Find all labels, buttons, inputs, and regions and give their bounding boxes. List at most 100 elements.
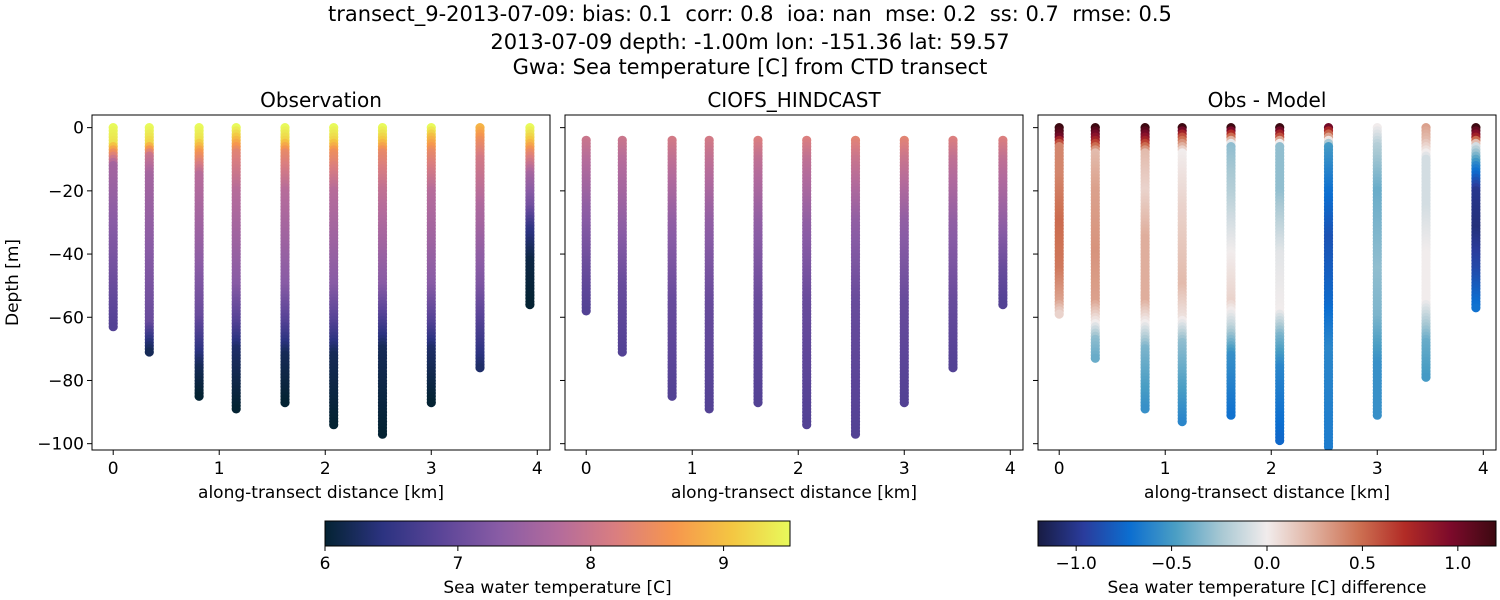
data-point <box>667 391 677 401</box>
data-point <box>802 420 812 430</box>
axes-frame <box>1037 114 1497 451</box>
profile-6 <box>802 135 812 430</box>
colorbar-tick-label: 9 <box>718 554 729 574</box>
colorbar-label: Sea water temperature [C] difference <box>1107 578 1426 598</box>
data-point <box>329 420 339 430</box>
profile-7 <box>377 123 388 439</box>
y-tick-label: 0 <box>73 119 84 139</box>
profile-8 <box>899 135 909 408</box>
data-point <box>1372 410 1382 420</box>
y-tick-label: −20 <box>48 182 84 202</box>
x-tick-label: 1 <box>214 459 225 479</box>
x-axis-label: along-transect distance [km] <box>671 483 917 503</box>
data-point <box>108 322 118 332</box>
profile-5 <box>280 123 290 408</box>
profile-7 <box>1323 123 1334 450</box>
x-tick-label: 4 <box>1478 459 1489 479</box>
profile-4 <box>231 123 241 414</box>
profile-1 <box>581 135 591 316</box>
data-point <box>899 398 909 408</box>
colorbar-label: Sea water temperature [C] <box>443 578 671 598</box>
x-tick-label: 3 <box>1372 459 1383 479</box>
panel-title: Obs - Model <box>1208 88 1327 112</box>
profile-9 <box>475 123 485 373</box>
panel-title: CIOFS_HINDCAST <box>707 88 881 112</box>
profile-10 <box>1471 123 1481 313</box>
panel-2: 0 1 2 3 4 CIOFS_HINDCAST along-transect distan… <box>560 88 1024 503</box>
colorbar-tick-label: 1.0 <box>1444 554 1471 574</box>
y-tick-label: −80 <box>48 371 84 391</box>
colorbar-tick-label: 0.5 <box>1349 554 1376 574</box>
profile-8 <box>1372 123 1382 420</box>
x-tick-label: 2 <box>793 459 804 479</box>
y-axis-label: Depth [m] <box>3 239 23 326</box>
colorbar-1: 6 7 8 9 Sea water temperature [C] <box>320 520 791 598</box>
x-tick-label: 1 <box>1160 459 1171 479</box>
panel-1: 0 1 2 3 4 0 −20 −40 −60 −80 −100 Observation along-t… <box>3 88 551 503</box>
data-point <box>998 300 1008 310</box>
data-point <box>475 363 485 373</box>
y-tick-label: −40 <box>48 245 84 265</box>
panel-3: 0 1 2 3 4 Obs - Model along-transect distance … <box>1033 88 1497 503</box>
profile-6 <box>1275 123 1285 446</box>
colorbar-tick-label: 6 <box>320 554 331 574</box>
profile-3 <box>1140 123 1150 414</box>
points-group <box>1054 123 1481 450</box>
profile-4 <box>704 135 714 414</box>
colorbar-tick-label: 0.0 <box>1253 554 1280 574</box>
points-group <box>581 135 1008 439</box>
x-axis-label: along-transect distance [km] <box>198 483 444 503</box>
data-point <box>850 429 861 439</box>
data-point <box>704 404 714 414</box>
colorbar-tick-label: −1.0 <box>1056 554 1097 574</box>
profile-7 <box>850 135 861 439</box>
profile-3 <box>667 135 677 401</box>
points-group <box>108 123 535 439</box>
x-axis-label: along-transect distance [km] <box>1144 483 1390 503</box>
profile-10 <box>525 123 535 310</box>
data-point <box>144 347 154 357</box>
data-point <box>1275 435 1285 446</box>
data-point <box>280 398 290 408</box>
x-tick-label: 3 <box>426 459 437 479</box>
figure-title-line-2: 2013-07-09 depth: -1.00m lon: -151.36 la… <box>490 30 1010 54</box>
data-point <box>1054 309 1064 319</box>
data-point <box>231 404 241 414</box>
colorbar-tick-label: 7 <box>452 554 463 574</box>
x-tick-label: 0 <box>581 459 592 479</box>
profile-2 <box>617 135 627 357</box>
y-tick-label: −100 <box>37 435 84 455</box>
profile-1 <box>108 123 118 332</box>
x-tick-label: 1 <box>687 459 698 479</box>
data-point <box>1471 303 1481 313</box>
profile-5 <box>1226 123 1236 420</box>
profile-9 <box>948 135 958 373</box>
x-tick-label: 2 <box>320 459 331 479</box>
x-tick-label: 3 <box>899 459 910 479</box>
y-tick-label: −60 <box>48 308 84 328</box>
profile-4 <box>1177 123 1187 427</box>
profile-8 <box>426 123 436 408</box>
x-tick-label: 0 <box>1054 459 1065 479</box>
profile-1 <box>1054 123 1064 319</box>
profile-5 <box>753 135 763 408</box>
x-tick-label: 4 <box>532 459 543 479</box>
colorbar-gradient <box>1037 520 1497 547</box>
data-point <box>1090 353 1100 363</box>
profile-10 <box>998 135 1008 310</box>
data-point <box>948 363 958 373</box>
data-point <box>581 306 591 316</box>
data-point <box>194 391 204 401</box>
profile-3 <box>194 123 204 401</box>
data-point <box>1421 372 1431 382</box>
profile-9 <box>1421 123 1431 382</box>
axes-frame <box>564 114 1024 451</box>
data-point <box>426 398 436 408</box>
profile-2 <box>1090 123 1100 363</box>
panel-title: Observation <box>260 88 382 112</box>
x-tick-label: 4 <box>1005 459 1016 479</box>
data-point <box>753 398 763 408</box>
data-point <box>377 429 388 439</box>
data-point <box>617 347 627 357</box>
